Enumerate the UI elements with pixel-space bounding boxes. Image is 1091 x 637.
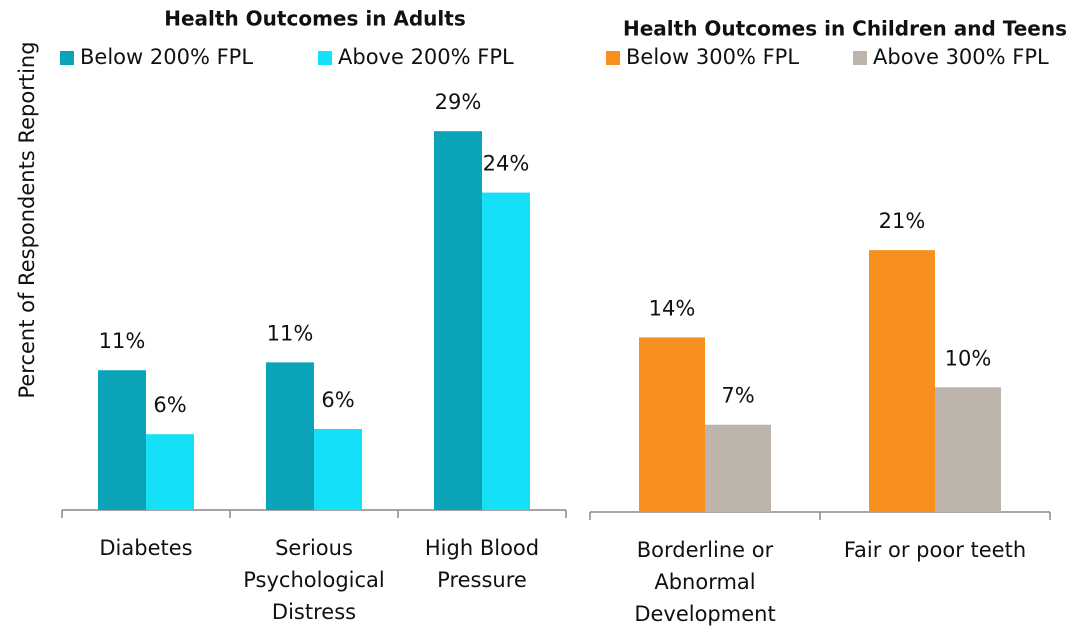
legend-swatch bbox=[60, 51, 74, 65]
legend-label: Below 200% FPL bbox=[80, 45, 253, 69]
bar bbox=[639, 337, 705, 512]
bar bbox=[98, 370, 146, 510]
x-tick-label: High Blood Pressure bbox=[424, 536, 540, 592]
bar bbox=[869, 250, 935, 512]
legend-label: Above 300% FPL bbox=[873, 45, 1049, 69]
bar bbox=[266, 362, 314, 510]
legend-label: Below 300% FPL bbox=[626, 45, 799, 69]
data-label: 7% bbox=[721, 384, 754, 408]
data-label: 11% bbox=[99, 329, 146, 353]
chart-title: Health Outcomes in Children and Teens bbox=[623, 17, 1067, 41]
data-label: 6% bbox=[153, 393, 186, 417]
data-label: 6% bbox=[321, 388, 354, 412]
data-label: 14% bbox=[649, 296, 696, 320]
bar bbox=[146, 434, 194, 510]
x-tick-label: Fair or poor teeth bbox=[843, 538, 1027, 562]
bar bbox=[434, 131, 482, 510]
data-label: 29% bbox=[435, 90, 482, 114]
x-tick-label: Serious Psychological Distress bbox=[243, 536, 385, 624]
x-tick-label: Borderline or Abnormal Development bbox=[634, 538, 776, 626]
legend-swatch bbox=[318, 51, 332, 65]
bar bbox=[935, 387, 1001, 512]
bar bbox=[314, 429, 362, 510]
x-tick-label: Diabetes bbox=[99, 536, 193, 560]
data-label: 21% bbox=[879, 209, 926, 233]
data-label: 10% bbox=[945, 346, 992, 370]
legend-swatch bbox=[606, 51, 620, 65]
legend-label: Above 200% FPL bbox=[338, 45, 514, 69]
chart-title: Health Outcomes in Adults bbox=[164, 7, 466, 31]
legend-swatch bbox=[853, 51, 867, 65]
bar bbox=[705, 424, 771, 512]
bar bbox=[482, 192, 530, 511]
data-label: 24% bbox=[483, 152, 530, 176]
data-label: 11% bbox=[267, 321, 314, 345]
y-axis-label: Percent of Respondents Reporting bbox=[15, 41, 39, 398]
